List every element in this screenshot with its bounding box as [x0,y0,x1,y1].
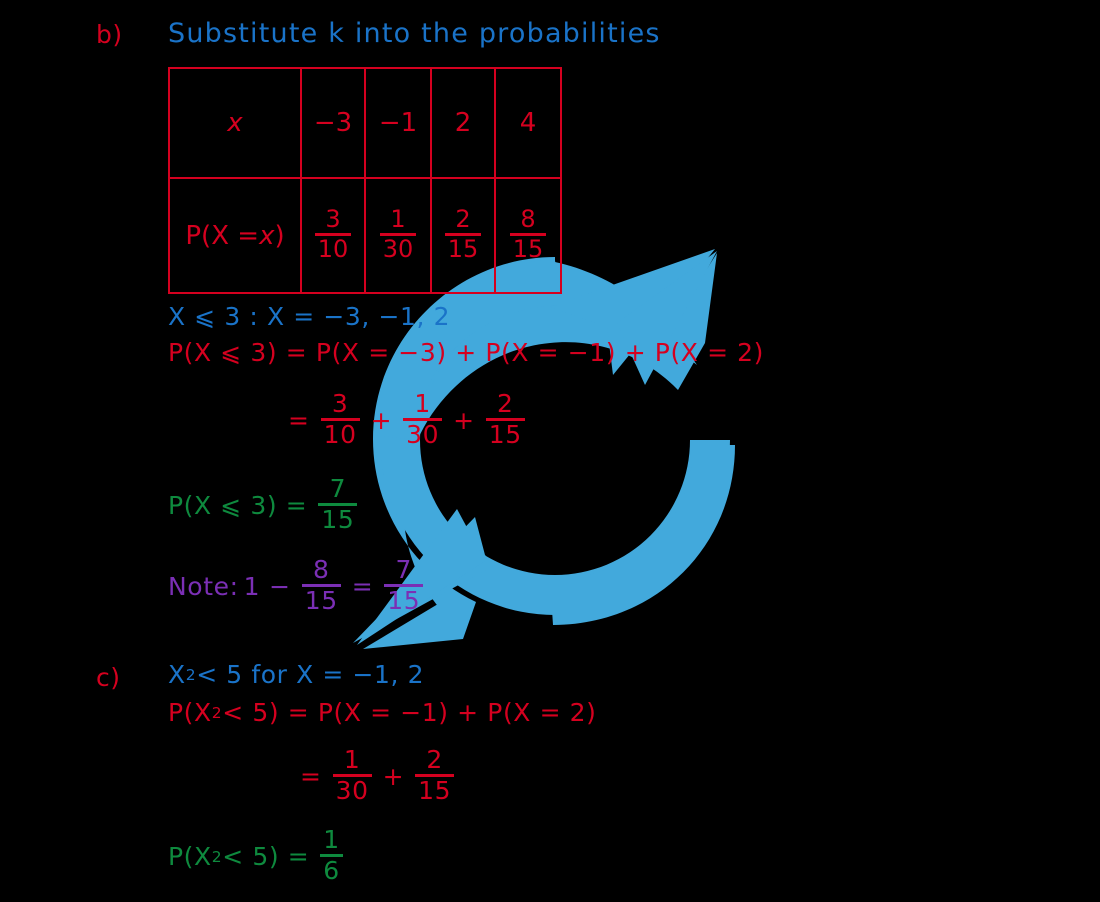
fraction-bar [379,233,417,236]
c-line1-post: < 5 for X = −1, 2 [196,660,425,689]
table-cell-p-3: 8 15 [494,177,562,294]
denominator: 15 [488,419,522,449]
table-cell-x-2: 2 [430,67,496,179]
c-line2-pre: P(X [168,698,212,727]
numerator: 1 [414,389,431,418]
fraction-bar [415,774,455,777]
denominator: 15 [447,234,479,263]
p-header-pre: P(X = [185,220,260,251]
numerator: 8 [520,205,536,234]
refresh-arrow-tail-bottom [550,445,735,625]
numerator: 3 [325,205,341,234]
table-row-probability: P(X =x) 3 10 1 30 2 15 8 [168,177,562,294]
plus-sign-1: + [370,406,393,435]
numerator: 2 [496,389,514,418]
table-cell-p-1: 1 30 [364,177,432,294]
table-cell-x-header: x [168,67,302,179]
p-header-post: ) [274,220,285,251]
work-c-line2: P(X 2 < 5) = P(X = −1) + P(X = 2) [168,698,597,727]
work-c-result: P(X 2 < 5) = 1 6 [168,825,345,885]
equals-sign: = [288,406,310,435]
p-header-var: x [259,220,275,251]
fraction-c-term-0: 1 30 [332,745,372,805]
fraction-note-1: 8 15 [301,555,341,615]
heading-part-b: Substitute k into the probabilities [168,18,661,49]
denominator: 10 [317,234,349,263]
table-cell-x-0: −3 [300,67,366,179]
denominator: 15 [321,504,355,534]
denominator: 30 [335,775,369,805]
denominator: 6 [323,855,340,885]
fraction-bar [444,233,482,236]
numerator: 1 [323,825,340,854]
fraction-bar [332,774,372,777]
part-label-c: c) [96,663,121,692]
fraction-c-term-1: 2 15 [415,745,455,805]
table-cell-p-0: 3 10 [300,177,366,294]
note-label: Note: [168,572,239,601]
fraction-bar [301,584,341,587]
work-b-line1: X ⩽ 3 : X = −3, −1, 2 [168,302,451,331]
table-cell-x-1: −1 [364,67,432,179]
numerator: 7 [329,474,347,503]
denominator: 15 [387,585,421,615]
fraction-b-term-1: 1 30 [403,389,443,449]
c-line1-pre: X [168,660,186,689]
table-cell-x-3: 4 [494,67,562,179]
table-row-x: x −3 −1 2 4 [168,67,562,179]
fraction-b-term-2: 2 15 [485,389,525,449]
numerator: 1 [343,745,361,774]
c-line2-post: < 5) = P(X = −1) + P(X = 2) [222,698,597,727]
denominator: 30 [382,234,414,263]
numerator: 2 [426,745,443,774]
numerator: 8 [312,555,330,584]
denominator: 15 [512,234,544,263]
note-one: 1 [243,572,261,601]
work-b-result: P(X ⩽ 3) = 7 15 [168,474,359,534]
fraction-bar [509,233,547,236]
fraction-p3: 8 15 [509,205,547,263]
work-b-line2: P(X ⩽ 3) = P(X = −3) + P(X = −1) + P(X =… [168,338,765,367]
equals-sign: = [351,572,374,601]
fraction-p2: 2 15 [444,205,482,263]
probability-distribution-table: x −3 −1 2 4 P(X =x) 3 10 1 30 2 [168,67,562,294]
fraction-p1: 1 30 [379,205,417,263]
work-b-note: Note: 1 − 8 15 = 7 15 [168,555,425,615]
work-c-line3: = 1 30 + 2 15 [300,745,456,805]
plus-sign-2: + [453,406,475,435]
numerator: 1 [390,205,406,234]
table-cell-p-header: P(X =x) [168,177,302,294]
table-cell-p-2: 2 15 [430,177,496,294]
equals-sign: = [300,762,322,791]
denominator: 10 [323,419,357,449]
fraction-c-result: 1 6 [320,825,343,885]
minus-sign: − [269,572,291,601]
numerator: 2 [455,205,471,234]
fraction-bar [320,418,360,421]
fraction-bar [314,233,352,236]
denominator: 15 [304,585,338,615]
fraction-note-2: 7 15 [384,555,424,615]
c-result-post: < 5) = [222,842,310,871]
fraction-p0: 3 10 [314,205,352,263]
fraction-bar [320,854,343,857]
numerator: 3 [331,389,349,418]
c-result-pre: P(X [168,842,212,871]
result-label: P(X ⩽ 3) = [168,491,308,520]
fraction-b-term-0: 3 10 [320,389,360,449]
x-header-label: x [227,108,243,138]
denominator: 30 [406,419,440,449]
denominator: 15 [418,775,452,805]
fraction-bar [318,503,358,506]
numerator: 7 [395,555,413,584]
part-label-b: b) [96,20,123,49]
fraction-b-result: 7 15 [318,474,358,534]
plus-sign: + [382,762,405,791]
work-b-line3: = 3 10 + 1 30 + 2 15 [288,389,527,449]
